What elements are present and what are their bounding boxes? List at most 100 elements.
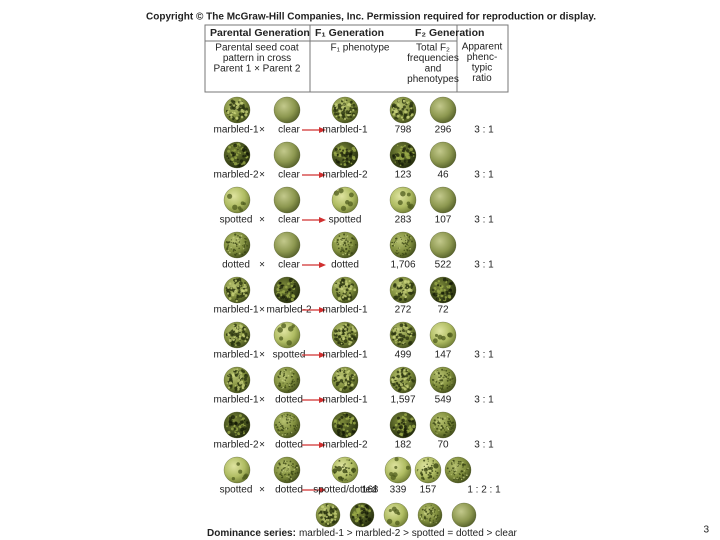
seed-pattern — [337, 103, 342, 108]
seed-pattern — [434, 333, 439, 337]
seed-pattern — [440, 428, 443, 431]
seed-pattern — [284, 462, 287, 465]
seed — [331, 186, 359, 214]
seed-pattern — [286, 433, 289, 435]
seed-pattern — [404, 144, 406, 147]
seed-pattern — [442, 297, 446, 301]
seed-pattern — [230, 99, 234, 103]
seed-pattern — [288, 478, 291, 481]
seed-pattern — [437, 280, 441, 283]
seed-pattern — [405, 327, 409, 330]
seed-pattern — [401, 107, 405, 111]
seed-pattern — [235, 342, 238, 345]
seed-pattern — [287, 282, 290, 286]
seed — [223, 141, 251, 169]
seed-pattern — [459, 473, 461, 475]
seed-pattern — [404, 295, 408, 298]
seed-pattern — [402, 422, 406, 426]
seed-pattern — [399, 330, 402, 333]
seed-pattern — [342, 147, 345, 150]
seed-pattern — [442, 418, 444, 421]
f2-count: 1,597 — [390, 395, 415, 406]
arrow-head — [319, 487, 326, 493]
seed-pattern — [427, 460, 429, 462]
seed-pattern — [395, 292, 398, 295]
seed-pattern — [358, 504, 361, 507]
seed-outline — [223, 141, 251, 169]
seed-pattern — [460, 471, 462, 473]
seed-pattern — [340, 205, 347, 212]
seed-pattern — [296, 466, 298, 469]
seed-pattern — [345, 417, 348, 420]
seed-pattern — [448, 374, 450, 377]
f2-count: 522 — [435, 260, 452, 271]
seed-pattern — [351, 244, 353, 246]
seed-pattern — [400, 116, 404, 119]
seed-pattern — [404, 245, 407, 248]
seed-pattern — [238, 112, 242, 116]
seed-pattern — [349, 472, 351, 474]
seed-pattern — [432, 383, 434, 385]
seed-pattern — [235, 415, 238, 418]
seed-pattern — [228, 115, 231, 118]
seed-pattern — [346, 429, 349, 433]
seed-pattern — [318, 513, 322, 517]
seed-body — [430, 232, 456, 258]
seed-pattern — [447, 377, 449, 380]
seed-outline — [331, 186, 359, 214]
seed-pattern — [433, 511, 436, 513]
seed-pattern — [392, 154, 396, 158]
seed-pattern — [409, 291, 413, 296]
seed-pattern — [425, 510, 428, 513]
seed-pattern — [238, 144, 241, 147]
seed-pattern — [337, 431, 342, 436]
seed-pattern — [343, 237, 345, 240]
seed-pattern — [336, 242, 339, 245]
seed-pattern — [349, 416, 351, 419]
seed-pattern — [406, 101, 409, 104]
seed-pattern — [449, 420, 452, 423]
seed-pattern — [398, 159, 402, 163]
seed-pattern — [234, 289, 237, 292]
seed-pattern — [279, 291, 283, 294]
seed-pattern — [399, 148, 402, 151]
seed-pattern — [449, 430, 452, 433]
seed-pattern — [232, 248, 236, 251]
seed-pattern — [403, 369, 406, 372]
seed-body — [274, 232, 300, 258]
seed-pattern — [245, 110, 248, 114]
seed-pattern — [340, 477, 342, 479]
seed-pattern — [399, 425, 404, 430]
seed-pattern — [427, 508, 429, 511]
seed-pattern — [292, 424, 295, 427]
seed-pattern — [451, 469, 453, 471]
seed-pattern — [243, 330, 246, 333]
seed-pattern — [335, 337, 339, 342]
seed-pattern — [436, 433, 438, 435]
f1-label: dotted — [331, 260, 359, 271]
seed-pattern — [346, 422, 349, 425]
parent2-label: spotted — [273, 350, 306, 361]
seed-pattern — [336, 372, 339, 375]
seed-pattern — [241, 245, 243, 247]
seed-pattern — [354, 516, 357, 519]
seed-pattern — [445, 377, 447, 379]
seed-pattern — [345, 110, 350, 115]
seed-pattern — [460, 478, 463, 481]
seed-pattern — [434, 470, 437, 472]
seed-pattern — [244, 240, 247, 243]
f2-count: 157 — [420, 485, 437, 496]
seed-pattern — [396, 327, 400, 331]
seed-pattern — [244, 242, 246, 244]
seed-pattern — [350, 162, 353, 165]
seed-pattern — [235, 344, 237, 346]
parent1-label: spotted — [220, 485, 253, 496]
seed-pattern — [430, 517, 432, 519]
seed-pattern — [230, 113, 233, 116]
seed-pattern — [284, 474, 286, 476]
seed — [429, 321, 457, 349]
seed-pattern — [406, 152, 410, 156]
seed-pattern — [396, 338, 399, 341]
seed-pattern — [429, 472, 432, 475]
seed-pattern — [341, 433, 344, 437]
